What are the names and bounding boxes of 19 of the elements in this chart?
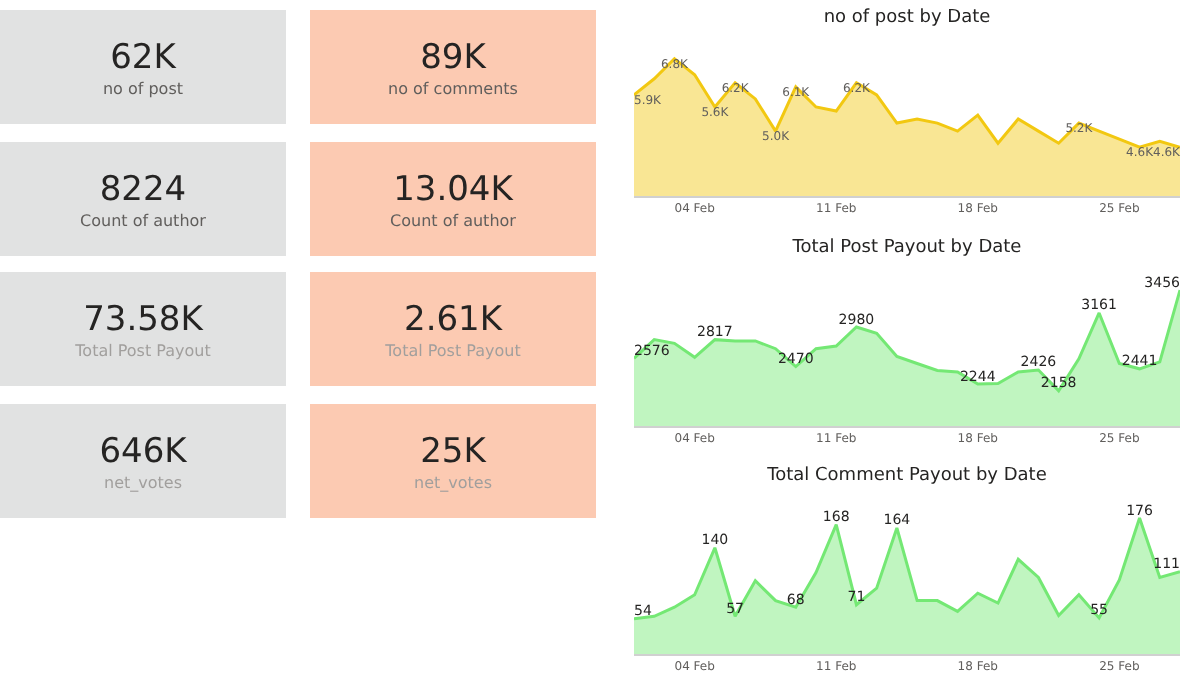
text: Total Post Payout xyxy=(385,342,521,360)
chart-title: Total Comment Payout by Date xyxy=(765,465,1048,486)
text: no of comments xyxy=(388,80,518,98)
text: Count of author xyxy=(390,211,516,229)
text: net_votes xyxy=(414,473,492,491)
text: net_votes xyxy=(104,473,182,491)
chart-title: Total Post Payout by Date xyxy=(790,236,1023,257)
text: 73.58K xyxy=(83,298,203,342)
text: 2.61K xyxy=(404,298,502,342)
text: Total Post Payout xyxy=(75,342,211,360)
text: 8224 xyxy=(99,167,187,211)
text: 25K xyxy=(420,429,486,473)
text: 62K xyxy=(110,36,176,80)
text: Count of author xyxy=(80,211,206,229)
chart-title: no of post by Date xyxy=(823,7,992,28)
text: 13.04K xyxy=(393,167,513,211)
text: no of post xyxy=(102,80,184,98)
text: 646K xyxy=(99,429,187,473)
text: 89K xyxy=(420,36,486,80)
